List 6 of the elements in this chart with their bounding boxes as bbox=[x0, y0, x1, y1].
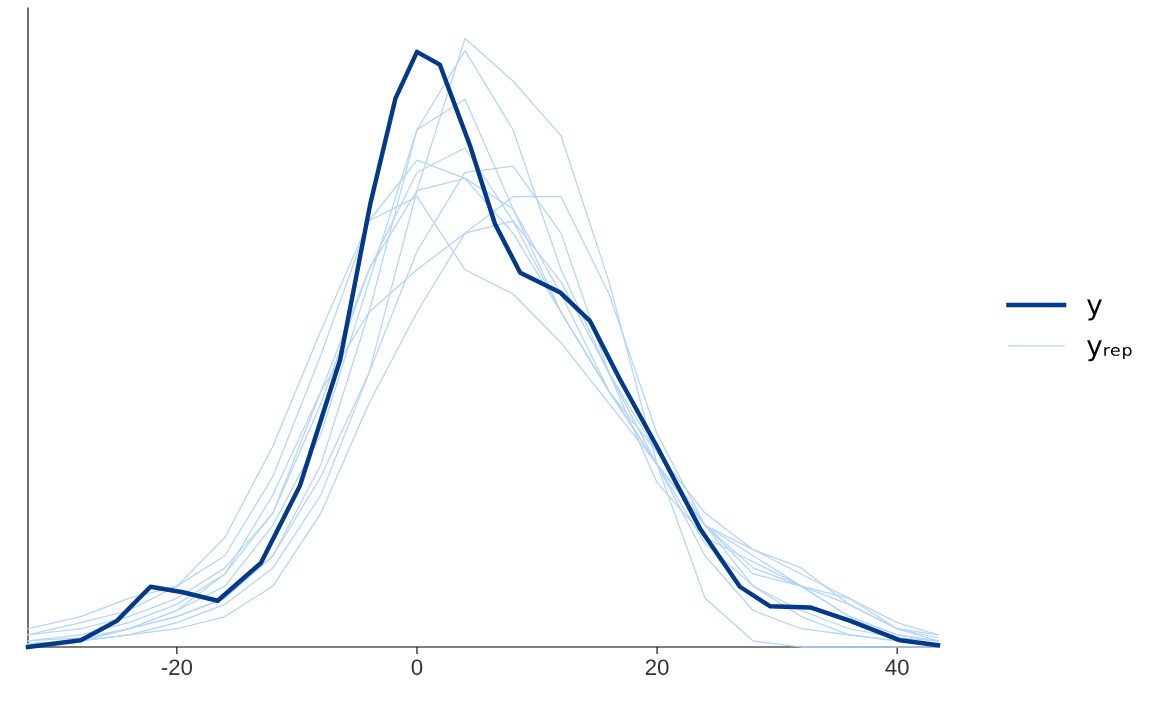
legend-label: y bbox=[1087, 299, 1102, 321]
x-tick-label: 0 bbox=[411, 659, 423, 676]
x-tick-label: 20 bbox=[645, 659, 669, 676]
legend-label: yᵣₑₚ bbox=[1087, 340, 1132, 362]
x-tick-label: -20 bbox=[161, 659, 193, 676]
x-tick-label: 40 bbox=[885, 659, 909, 676]
